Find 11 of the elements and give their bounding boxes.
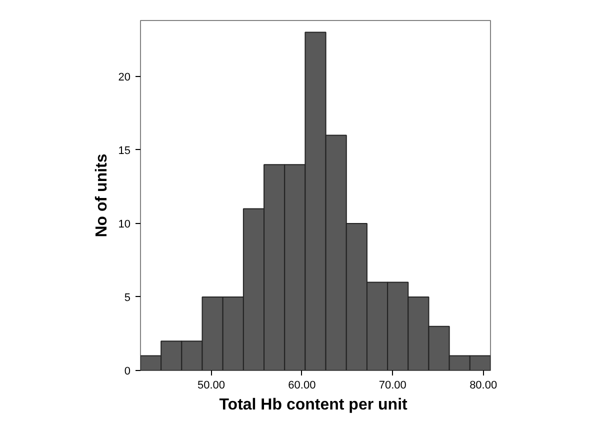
y-tick-label: 0 [124,366,131,378]
x-tick-label: 50.00 [197,380,226,392]
x-tick-label: 70.00 [378,380,406,392]
y-tick-label: 5 [124,292,131,304]
y-axis-title: No of units [93,154,110,238]
x-axis-title: Total Hb content per unit [219,396,408,414]
x-tick-label: 60.00 [288,380,316,392]
x-tick-label: 80.00 [470,380,498,392]
y-tick-label: 15 [118,144,131,157]
y-tick-label: 10 [118,218,131,230]
y-tick-label: 20 [118,71,131,84]
